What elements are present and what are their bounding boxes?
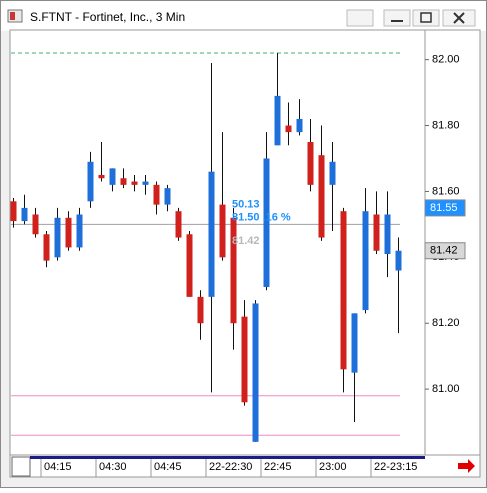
candle-body [318,155,325,238]
candle-body [109,168,116,185]
candle-body [164,188,171,205]
candle-body [296,118,303,133]
candle-body [351,313,358,373]
candle-body [208,171,215,297]
candle-body [373,214,380,251]
y-tick-label: 81.80 [432,119,460,131]
candle-body [131,181,138,185]
x-tick-label: 04:45 [154,461,182,473]
candle-body [32,214,39,235]
y-tick-label: 82.00 [432,54,460,66]
candle-body [65,217,72,248]
scroll-bar[interactable] [30,456,425,459]
candle-body [186,234,193,297]
corner-box[interactable] [11,456,31,477]
candle-body [54,217,61,258]
x-tick-label: 23:00 [319,461,347,473]
y-tick-label: 81.20 [432,317,460,329]
candle-body [395,250,402,271]
candle-body [241,316,248,403]
maximize-icon [420,12,432,23]
chart-title: S.FTNT - Fortinet, Inc., 3 Min [30,10,185,24]
candle-body [274,95,281,146]
candle-body [219,204,226,258]
candle-body [252,303,259,442]
maximize-button[interactable] [412,9,440,27]
price-label: 81.55 [430,202,458,214]
candle-body [175,211,182,238]
window-icon-bar [10,12,15,20]
x-tick-label: 22-22:30 [209,461,252,473]
candle-body [43,234,50,261]
candle-body [230,217,237,324]
link-button[interactable] [346,9,374,27]
candle-body [263,158,270,287]
annotation: 81.50 .16 % [232,212,291,224]
plot-layer: 04:15 04:30 04:45 22-22:30 22:45 23:00 22-23:1… [10,52,466,477]
x-tick-label: 22:45 [264,461,292,473]
candle-body [329,161,336,185]
y-tick-label: 81.00 [432,383,460,395]
y-tick-label: 81.60 [432,185,460,197]
candle-body [98,174,105,179]
candle-body [120,178,127,185]
time-axis [9,454,481,478]
candle-body [76,214,83,248]
candle-body [307,142,314,185]
candle-body [142,181,149,185]
price-label: 81.42 [430,245,458,257]
annotation: 50.13 [232,199,260,211]
close-icon [453,12,465,24]
x-tick-label: 04:30 [99,461,127,473]
x-tick-label: 22-23:15 [374,461,417,473]
candle-body [153,184,160,205]
scroll-arrow[interactable] [458,459,475,473]
minimize-button[interactable] [383,9,411,27]
candle-body [197,296,204,324]
candle-body [362,211,369,311]
price-label-box [424,199,466,217]
annotation: 81.42 [232,235,260,247]
candle-body [10,201,17,222]
candle-body [21,207,28,222]
candle-body [384,214,391,255]
candle-body [87,161,94,202]
candle-body [285,125,292,133]
candle-body [340,211,347,370]
price-label-box [424,242,466,260]
x-tick-label: 04:15 [44,461,72,473]
